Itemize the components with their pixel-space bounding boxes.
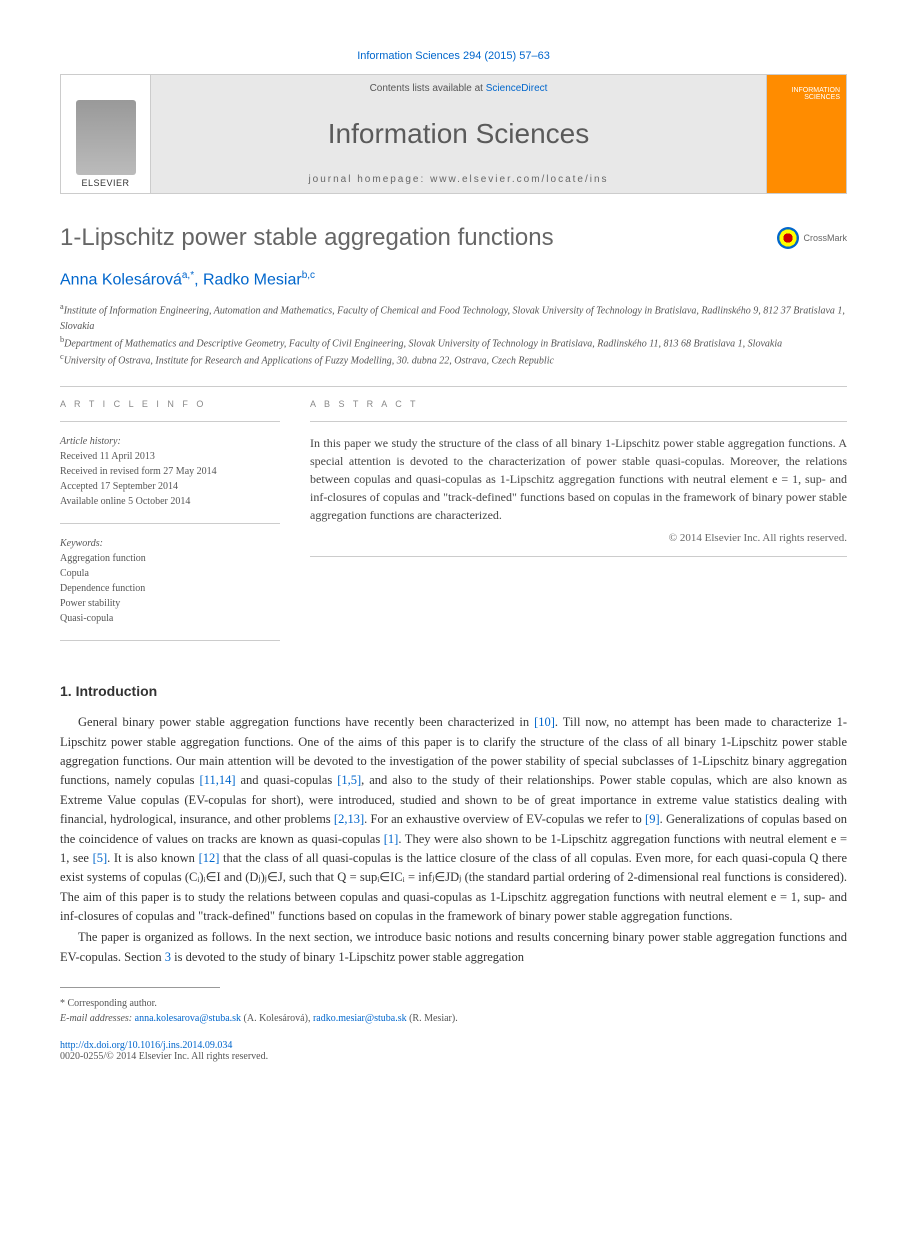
- affiliation-b: bDepartment of Mathematics and Descripti…: [60, 334, 847, 351]
- text: . For an exhaustive overview of EV-copul…: [364, 812, 645, 826]
- author-1[interactable]: Anna Kolesárová: [60, 271, 182, 288]
- keyword: Aggregation function: [60, 551, 280, 566]
- ref-link[interactable]: [1,5]: [337, 773, 361, 787]
- sciencedirect-link[interactable]: ScienceDirect: [486, 83, 548, 94]
- journal-name: Information Sciences: [328, 118, 589, 150]
- history-line: Available online 5 October 2014: [60, 494, 280, 509]
- ref-link[interactable]: [9]: [645, 812, 660, 826]
- text: and quasi-copulas: [236, 773, 338, 787]
- ref-link[interactable]: [2,13]: [334, 812, 364, 826]
- keyword: Dependence function: [60, 581, 280, 596]
- keywords-label: Keywords:: [60, 536, 280, 551]
- abstract-text: In this paper we study the structure of …: [310, 434, 847, 524]
- intro-p2: The paper is organized as follows. In th…: [60, 928, 847, 967]
- authors: Anna Kolesárováa,*, Radko Mesiarb,c: [60, 270, 847, 289]
- intro-body: General binary power stable aggregation …: [60, 713, 847, 967]
- aff-text: Department of Mathematics and Descriptiv…: [64, 338, 782, 349]
- crossmark-icon: [777, 227, 799, 249]
- crossmark-label: CrossMark: [803, 233, 847, 243]
- title-row: 1-Lipschitz power stable aggregation fun…: [60, 224, 847, 252]
- homepage-line: journal homepage: www.elsevier.com/locat…: [308, 174, 608, 185]
- homepage-label: journal homepage:: [308, 174, 430, 185]
- author-2[interactable]: Radko Mesiar: [203, 271, 302, 288]
- abstract: A B S T R A C T In this paper we study t…: [310, 399, 847, 653]
- elsevier-label: ELSEVIER: [81, 178, 129, 188]
- email-name-2: (R. Mesiar).: [407, 1013, 458, 1024]
- ref-link[interactable]: [12]: [199, 851, 220, 865]
- text: is devoted to the study of binary 1-Lips…: [171, 950, 524, 964]
- issn-copyright: 0020-0255/© 2014 Elsevier Inc. All right…: [60, 1051, 847, 1062]
- journal-cover-thumb[interactable]: [766, 75, 846, 193]
- aff-text: University of Ostrava, Institute for Res…: [64, 355, 554, 366]
- homepage-url[interactable]: www.elsevier.com/locate/ins: [430, 174, 609, 185]
- banner-center: Contents lists available at ScienceDirec…: [151, 75, 766, 193]
- journal-banner: ELSEVIER Contents lists available at Sci…: [60, 74, 847, 194]
- article-title: 1-Lipschitz power stable aggregation fun…: [60, 224, 554, 252]
- page: Information Sciences 294 (2015) 57–63 EL…: [0, 0, 907, 1112]
- email-link-1[interactable]: anna.kolesarova@stuba.sk: [135, 1013, 241, 1024]
- text: General binary power stable aggregation …: [78, 715, 534, 729]
- citation-header: Information Sciences 294 (2015) 57–63: [60, 50, 847, 62]
- email-line: E-mail addresses: anna.kolesarova@stuba.…: [60, 1011, 847, 1026]
- affiliations: aInstitute of Information Engineering, A…: [60, 301, 847, 368]
- author-1-marks: a,*: [182, 270, 194, 281]
- divider: [60, 640, 280, 641]
- article-info: A R T I C L E I N F O Article history: R…: [60, 399, 280, 653]
- abstract-label: A B S T R A C T: [310, 399, 847, 409]
- intro-p1: General binary power stable aggregation …: [60, 713, 847, 926]
- section-heading-intro: 1. Introduction: [60, 683, 847, 699]
- affiliation-c: cUniversity of Ostrava, Institute for Re…: [60, 351, 847, 368]
- email-label: E-mail addresses:: [60, 1013, 135, 1024]
- footnote-divider: [60, 987, 220, 988]
- history-block: Article history: Received 11 April 2013 …: [60, 434, 280, 509]
- divider: [60, 421, 280, 422]
- ref-link[interactable]: [1]: [384, 832, 399, 846]
- corresponding-author: * Corresponding author.: [60, 996, 847, 1011]
- elsevier-logo[interactable]: ELSEVIER: [61, 75, 151, 193]
- info-abstract-row: A R T I C L E I N F O Article history: R…: [60, 399, 847, 653]
- keyword: Quasi-copula: [60, 611, 280, 626]
- affiliation-a: aInstitute of Information Engineering, A…: [60, 301, 847, 333]
- ref-link[interactable]: [5]: [93, 851, 108, 865]
- divider: [310, 421, 847, 422]
- keywords-block: Keywords: Aggregation function Copula De…: [60, 536, 280, 626]
- doi-link[interactable]: http://dx.doi.org/10.1016/j.ins.2014.09.…: [60, 1040, 232, 1051]
- history-line: Received 11 April 2013: [60, 449, 280, 464]
- crossmark-badge[interactable]: CrossMark: [777, 227, 847, 249]
- contents-line: Contents lists available at ScienceDirec…: [370, 83, 548, 94]
- email-link-2[interactable]: radko.mesiar@stuba.sk: [313, 1013, 407, 1024]
- ref-link[interactable]: [11,14]: [200, 773, 236, 787]
- aff-text: Institute of Information Engineering, Au…: [60, 306, 845, 332]
- ref-link[interactable]: [10]: [534, 715, 555, 729]
- email-name-1: (A. Kolesárová),: [241, 1013, 313, 1024]
- elsevier-tree-icon: [76, 100, 136, 175]
- divider: [60, 523, 280, 524]
- text: . It is also known: [107, 851, 198, 865]
- info-label: A R T I C L E I N F O: [60, 399, 280, 409]
- history-label: Article history:: [60, 434, 280, 449]
- author-2-marks: b,c: [302, 270, 315, 281]
- contents-pre: Contents lists available at: [370, 83, 486, 94]
- divider: [310, 556, 847, 557]
- divider: [60, 386, 847, 387]
- keyword: Power stability: [60, 596, 280, 611]
- footnote: * Corresponding author. E-mail addresses…: [60, 996, 847, 1026]
- history-line: Accepted 17 September 2014: [60, 479, 280, 494]
- keyword: Copula: [60, 566, 280, 581]
- history-line: Received in revised form 27 May 2014: [60, 464, 280, 479]
- abstract-copyright: © 2014 Elsevier Inc. All rights reserved…: [310, 532, 847, 544]
- doi-block: http://dx.doi.org/10.1016/j.ins.2014.09.…: [60, 1040, 847, 1062]
